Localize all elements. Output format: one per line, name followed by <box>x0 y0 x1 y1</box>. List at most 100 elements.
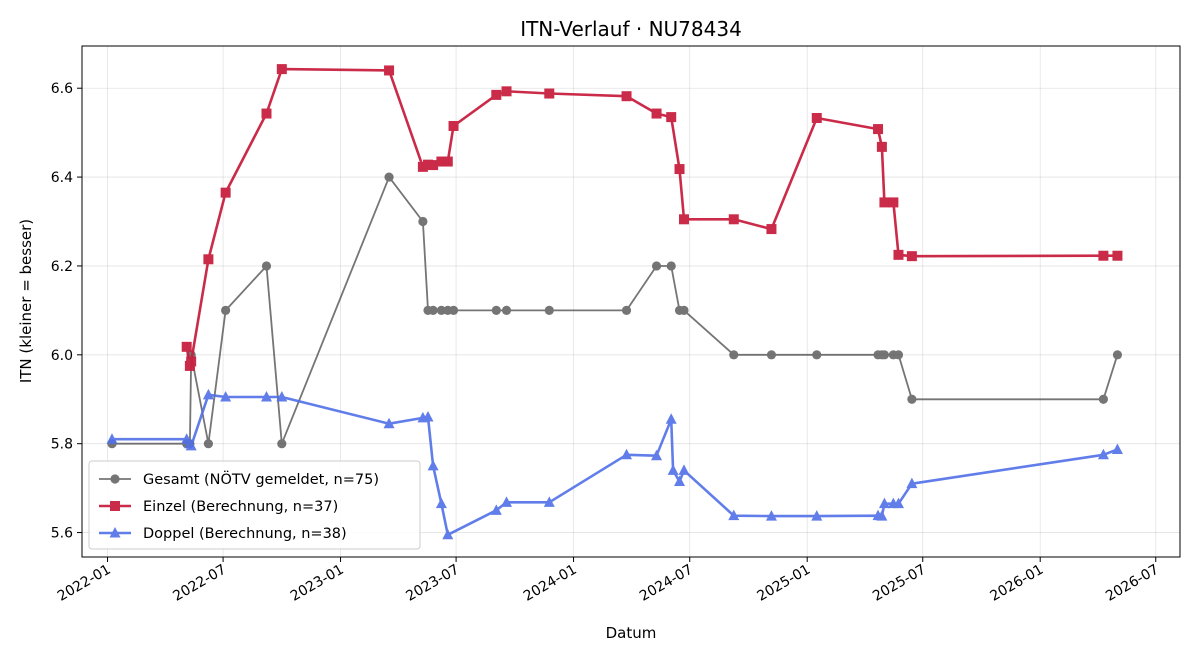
data-point <box>384 65 395 76</box>
y-axis-label: ITN (kleiner = besser) <box>17 219 35 383</box>
data-point <box>892 497 904 509</box>
data-point <box>765 510 777 521</box>
data-point <box>221 305 231 315</box>
data-point <box>202 388 214 400</box>
data-point <box>888 197 899 208</box>
data-point <box>203 439 213 449</box>
data-point <box>543 496 555 507</box>
plot-frame <box>81 45 1181 558</box>
data-point <box>1112 250 1123 261</box>
data-point <box>422 411 434 422</box>
legend-entry <box>99 527 131 538</box>
data-point <box>651 108 662 119</box>
data-point <box>678 214 689 225</box>
data-point <box>106 433 118 444</box>
y-tick-label: 6.4 <box>51 170 73 186</box>
data-point <box>428 305 438 315</box>
data-point <box>651 449 663 461</box>
data-point <box>665 413 677 424</box>
data-point <box>418 216 428 227</box>
data-point <box>220 187 231 198</box>
legend-box <box>88 460 421 550</box>
data-point <box>1111 443 1123 454</box>
data-point <box>907 394 917 404</box>
data-point <box>879 197 890 208</box>
data-point <box>276 391 288 402</box>
data-point <box>448 305 459 315</box>
data-point <box>186 356 197 367</box>
y-tick-label: 6.0 <box>51 348 73 364</box>
data-point <box>261 261 272 271</box>
x-axis-label: Datum <box>606 624 657 642</box>
data-point <box>728 509 740 521</box>
legend-label: Doppel (Berechnung, n=38) <box>143 526 347 542</box>
data-point <box>906 477 918 489</box>
data-point <box>220 391 232 402</box>
legend-marker <box>110 501 120 511</box>
series-line <box>112 393 1118 537</box>
legend-marker <box>109 527 121 538</box>
data-point <box>621 91 632 102</box>
data-point <box>893 350 904 360</box>
chart-title: ITN-Verlauf · NU78434 <box>520 17 742 41</box>
data-point <box>876 141 887 152</box>
legend-label: Einzel (Berechnung, n=37) <box>143 499 338 515</box>
y-tick-label: 5.8 <box>51 437 73 453</box>
data-point <box>203 254 214 265</box>
data-point <box>812 350 822 360</box>
data-point <box>427 459 439 471</box>
data-point <box>428 160 439 171</box>
y-tick-label: 6.2 <box>51 259 73 275</box>
legend-marker <box>110 474 120 484</box>
data-point <box>893 249 904 260</box>
data-point <box>490 504 502 515</box>
data-point <box>674 164 685 175</box>
data-point <box>185 439 197 451</box>
data-point <box>906 251 917 262</box>
data-point <box>878 497 890 509</box>
data-point <box>276 64 287 75</box>
y-tick-label: 6.6 <box>51 81 73 97</box>
data-point <box>667 464 679 475</box>
data-point <box>879 350 890 360</box>
data-point <box>729 350 739 360</box>
series-layer <box>106 64 1123 540</box>
data-point <box>417 161 428 172</box>
data-point <box>666 261 676 271</box>
data-point <box>728 214 739 225</box>
data-point <box>260 391 272 402</box>
data-point <box>674 475 686 486</box>
data-point <box>448 120 459 131</box>
data-point <box>666 112 677 123</box>
data-point <box>277 439 287 449</box>
data-point <box>621 305 632 315</box>
data-point <box>501 496 513 507</box>
data-point <box>544 305 554 315</box>
series-3 <box>106 388 1123 540</box>
data-point <box>811 510 823 521</box>
data-point <box>422 159 433 170</box>
data-point <box>181 341 192 352</box>
legend-entry <box>99 474 131 484</box>
data-point <box>436 156 447 167</box>
data-point <box>1098 394 1108 404</box>
data-point <box>442 528 454 540</box>
data-point <box>1097 448 1109 460</box>
data-point <box>383 417 395 429</box>
data-point <box>384 172 394 182</box>
data-point <box>501 305 512 315</box>
data-point <box>442 156 453 167</box>
data-point <box>436 305 447 315</box>
legend-label: Gesamt (NÖTV gemeldet, n=75) <box>143 470 379 488</box>
data-point <box>1112 350 1123 360</box>
data-point <box>766 224 777 235</box>
data-point <box>651 261 662 271</box>
data-point <box>1098 250 1109 261</box>
data-point <box>876 510 888 521</box>
data-point <box>811 112 822 123</box>
data-point <box>766 350 777 360</box>
legend-entry <box>99 501 131 511</box>
data-point <box>491 305 501 315</box>
